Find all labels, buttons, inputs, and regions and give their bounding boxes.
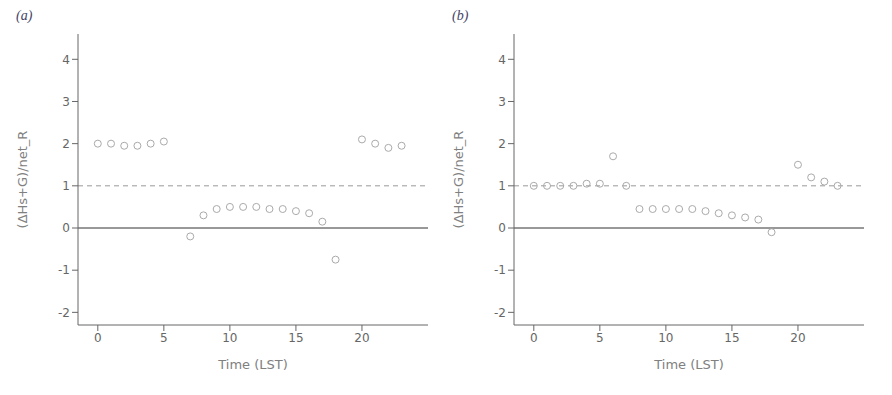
svg-text:2: 2	[498, 137, 506, 151]
svg-text:20: 20	[354, 331, 369, 345]
svg-text:0: 0	[530, 331, 538, 345]
svg-text:-1: -1	[494, 263, 506, 277]
svg-text:1: 1	[62, 179, 70, 193]
svg-text:-2: -2	[58, 306, 70, 320]
svg-text:0: 0	[498, 221, 506, 235]
svg-text:Time (LST): Time (LST)	[217, 357, 288, 372]
svg-text:0: 0	[62, 221, 70, 235]
svg-text:3: 3	[62, 95, 70, 109]
svg-text:2: 2	[62, 137, 70, 151]
svg-text:5: 5	[596, 331, 604, 345]
svg-text:0: 0	[94, 331, 102, 345]
html-text:(b): (b)	[452, 8, 469, 23]
svg-text:(ΔHs+G)/net_R: (ΔHs+G)/net_R	[15, 131, 30, 229]
svg-text:10: 10	[658, 331, 673, 345]
svg-text:3: 3	[498, 95, 506, 109]
svg-text:-1: -1	[58, 263, 70, 277]
svg-text:10: 10	[222, 331, 237, 345]
svg-text:15: 15	[288, 331, 303, 345]
html-text:(a): (a)	[16, 8, 33, 23]
svg-text:Time (LST): Time (LST)	[653, 357, 724, 372]
svg-text:20: 20	[790, 331, 805, 345]
svg-text:4: 4	[498, 53, 506, 67]
svg-text:15: 15	[724, 331, 739, 345]
svg-text:-2: -2	[494, 306, 506, 320]
svg-text:5: 5	[160, 331, 168, 345]
svg-text:4: 4	[62, 53, 70, 67]
svg-text:(ΔHs+G)/net_R: (ΔHs+G)/net_R	[451, 131, 466, 229]
svg-text:1: 1	[498, 179, 506, 193]
